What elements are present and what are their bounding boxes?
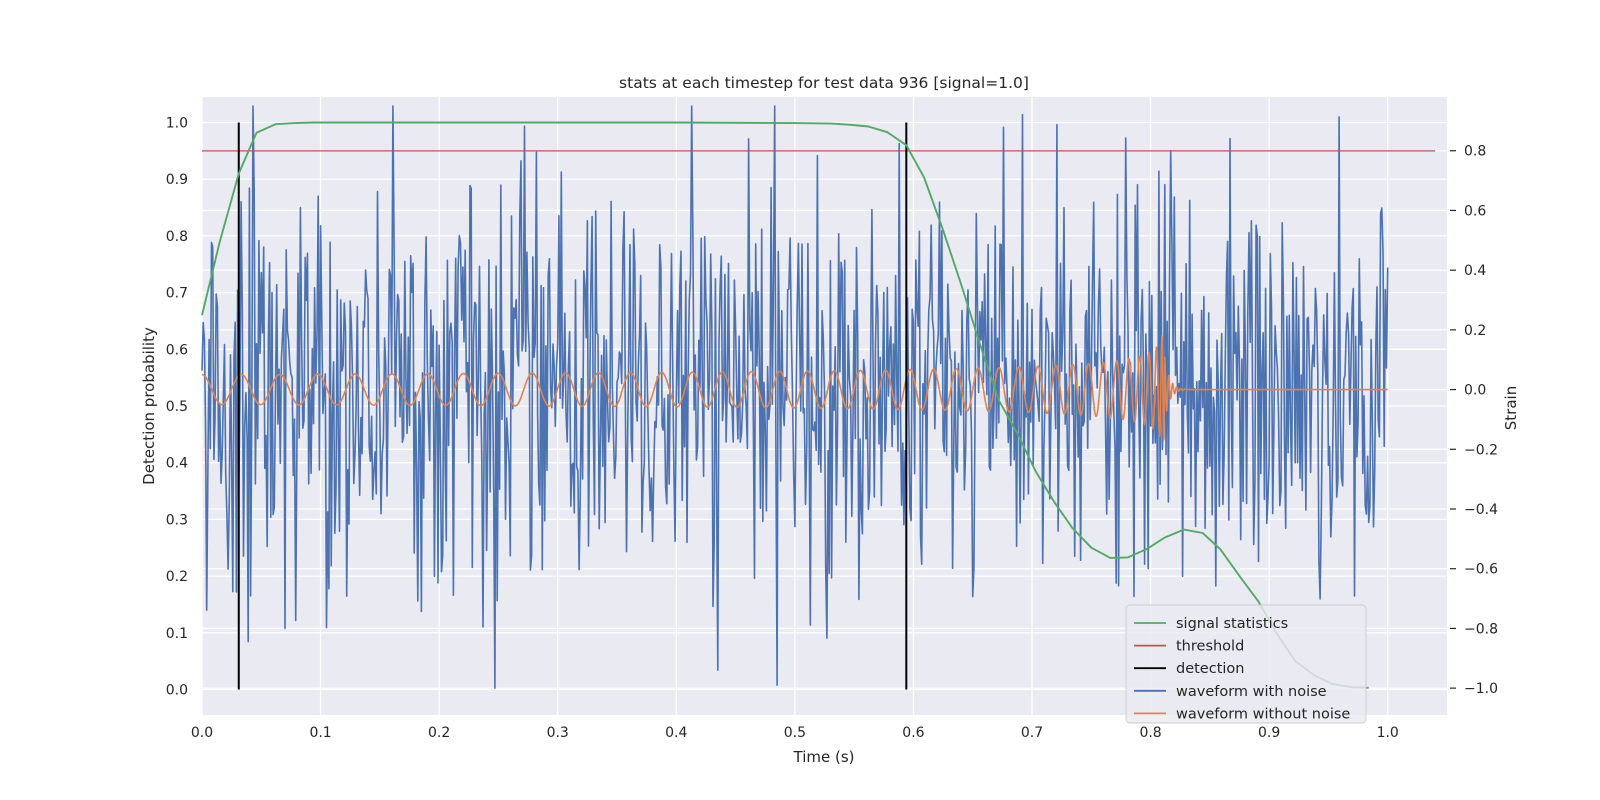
legend-label: threshold <box>1176 639 1244 655</box>
y2-tick-label: −0.8 <box>1464 621 1498 637</box>
legend-box <box>1125 604 1367 724</box>
series-layer <box>201 105 1436 690</box>
y2-tick-label: −0.2 <box>1464 442 1498 458</box>
x-tick-label: 0.0 <box>191 725 213 741</box>
y-tick-label: 0.7 <box>166 286 188 302</box>
y-tick-label: 0.2 <box>166 569 188 585</box>
x-tick-label: 0.9 <box>1258 725 1280 741</box>
y-tick-label: 0.8 <box>166 229 188 245</box>
y-tick-label: 0.9 <box>166 172 188 188</box>
y-tick-label: 0.3 <box>166 512 188 528</box>
y2-tick-label: −1.0 <box>1464 681 1498 697</box>
y2-tick-label: 0.6 <box>1464 203 1486 219</box>
x-tick-label: 0.2 <box>428 725 450 741</box>
x-tick-label: 0.3 <box>547 725 569 741</box>
y-tick-labels: 0.0 0.1 0.2 0.3 0.4 0.5 0.6 0.7 0.8 0.9 1.0 <box>166 116 188 699</box>
legend: signal statistics threshold detection wavef… <box>1125 604 1367 724</box>
x-tick-label: 0.8 <box>1139 725 1161 741</box>
y-tick-label: 0.6 <box>166 342 188 358</box>
y-tick-label: 0.5 <box>166 399 188 415</box>
y2-tick-label: 0.4 <box>1464 263 1486 279</box>
y2-tick-labels: −1.0 −0.8 −0.6 −0.4 −0.2 0.0 0.2 0.4 0.6 0.8 <box>1450 144 1498 697</box>
legend-label: waveform with noise <box>1176 684 1327 700</box>
y2-axis-label: Strain <box>1502 386 1520 430</box>
x-tick-label: 0.5 <box>784 725 806 741</box>
y-tick-label: 0.1 <box>166 626 188 642</box>
legend-label: detection <box>1176 661 1244 677</box>
x-tick-label: 0.1 <box>309 725 331 741</box>
y-tick-label: 0.4 <box>166 456 188 472</box>
chart-title: stats at each timestep for test data 936… <box>619 74 1029 92</box>
x-tick-labels: 0.0 0.1 0.2 0.3 0.4 0.5 0.6 0.7 0.8 0.9 1.0 <box>191 725 1399 741</box>
series-waveform-without-noise <box>201 335 1389 441</box>
y-axis-label: Detection probability <box>140 327 158 485</box>
x-tick-label: 0.7 <box>1021 725 1043 741</box>
y2-tick-label: −0.6 <box>1464 562 1498 578</box>
y2-tick-label: −0.4 <box>1464 502 1498 518</box>
x-axis-label: Time (s) <box>793 748 855 766</box>
legend-label: signal statistics <box>1176 616 1288 632</box>
y-tick-label: 0.0 <box>166 682 188 698</box>
legend-label: waveform without noise <box>1176 706 1350 722</box>
y2-tick-label: 0.2 <box>1464 323 1486 339</box>
y2-tick-label: 0.0 <box>1464 383 1486 399</box>
y2-tick-label: 0.8 <box>1464 144 1486 160</box>
x-tick-label: 0.6 <box>902 725 924 741</box>
series-signal-statistics <box>201 121 1369 689</box>
x-tick-label: 1.0 <box>1377 725 1399 741</box>
x-tick-label: 0.4 <box>665 725 687 741</box>
series-waveform-with-noise <box>201 105 1389 689</box>
y-tick-label: 1.0 <box>166 116 188 132</box>
